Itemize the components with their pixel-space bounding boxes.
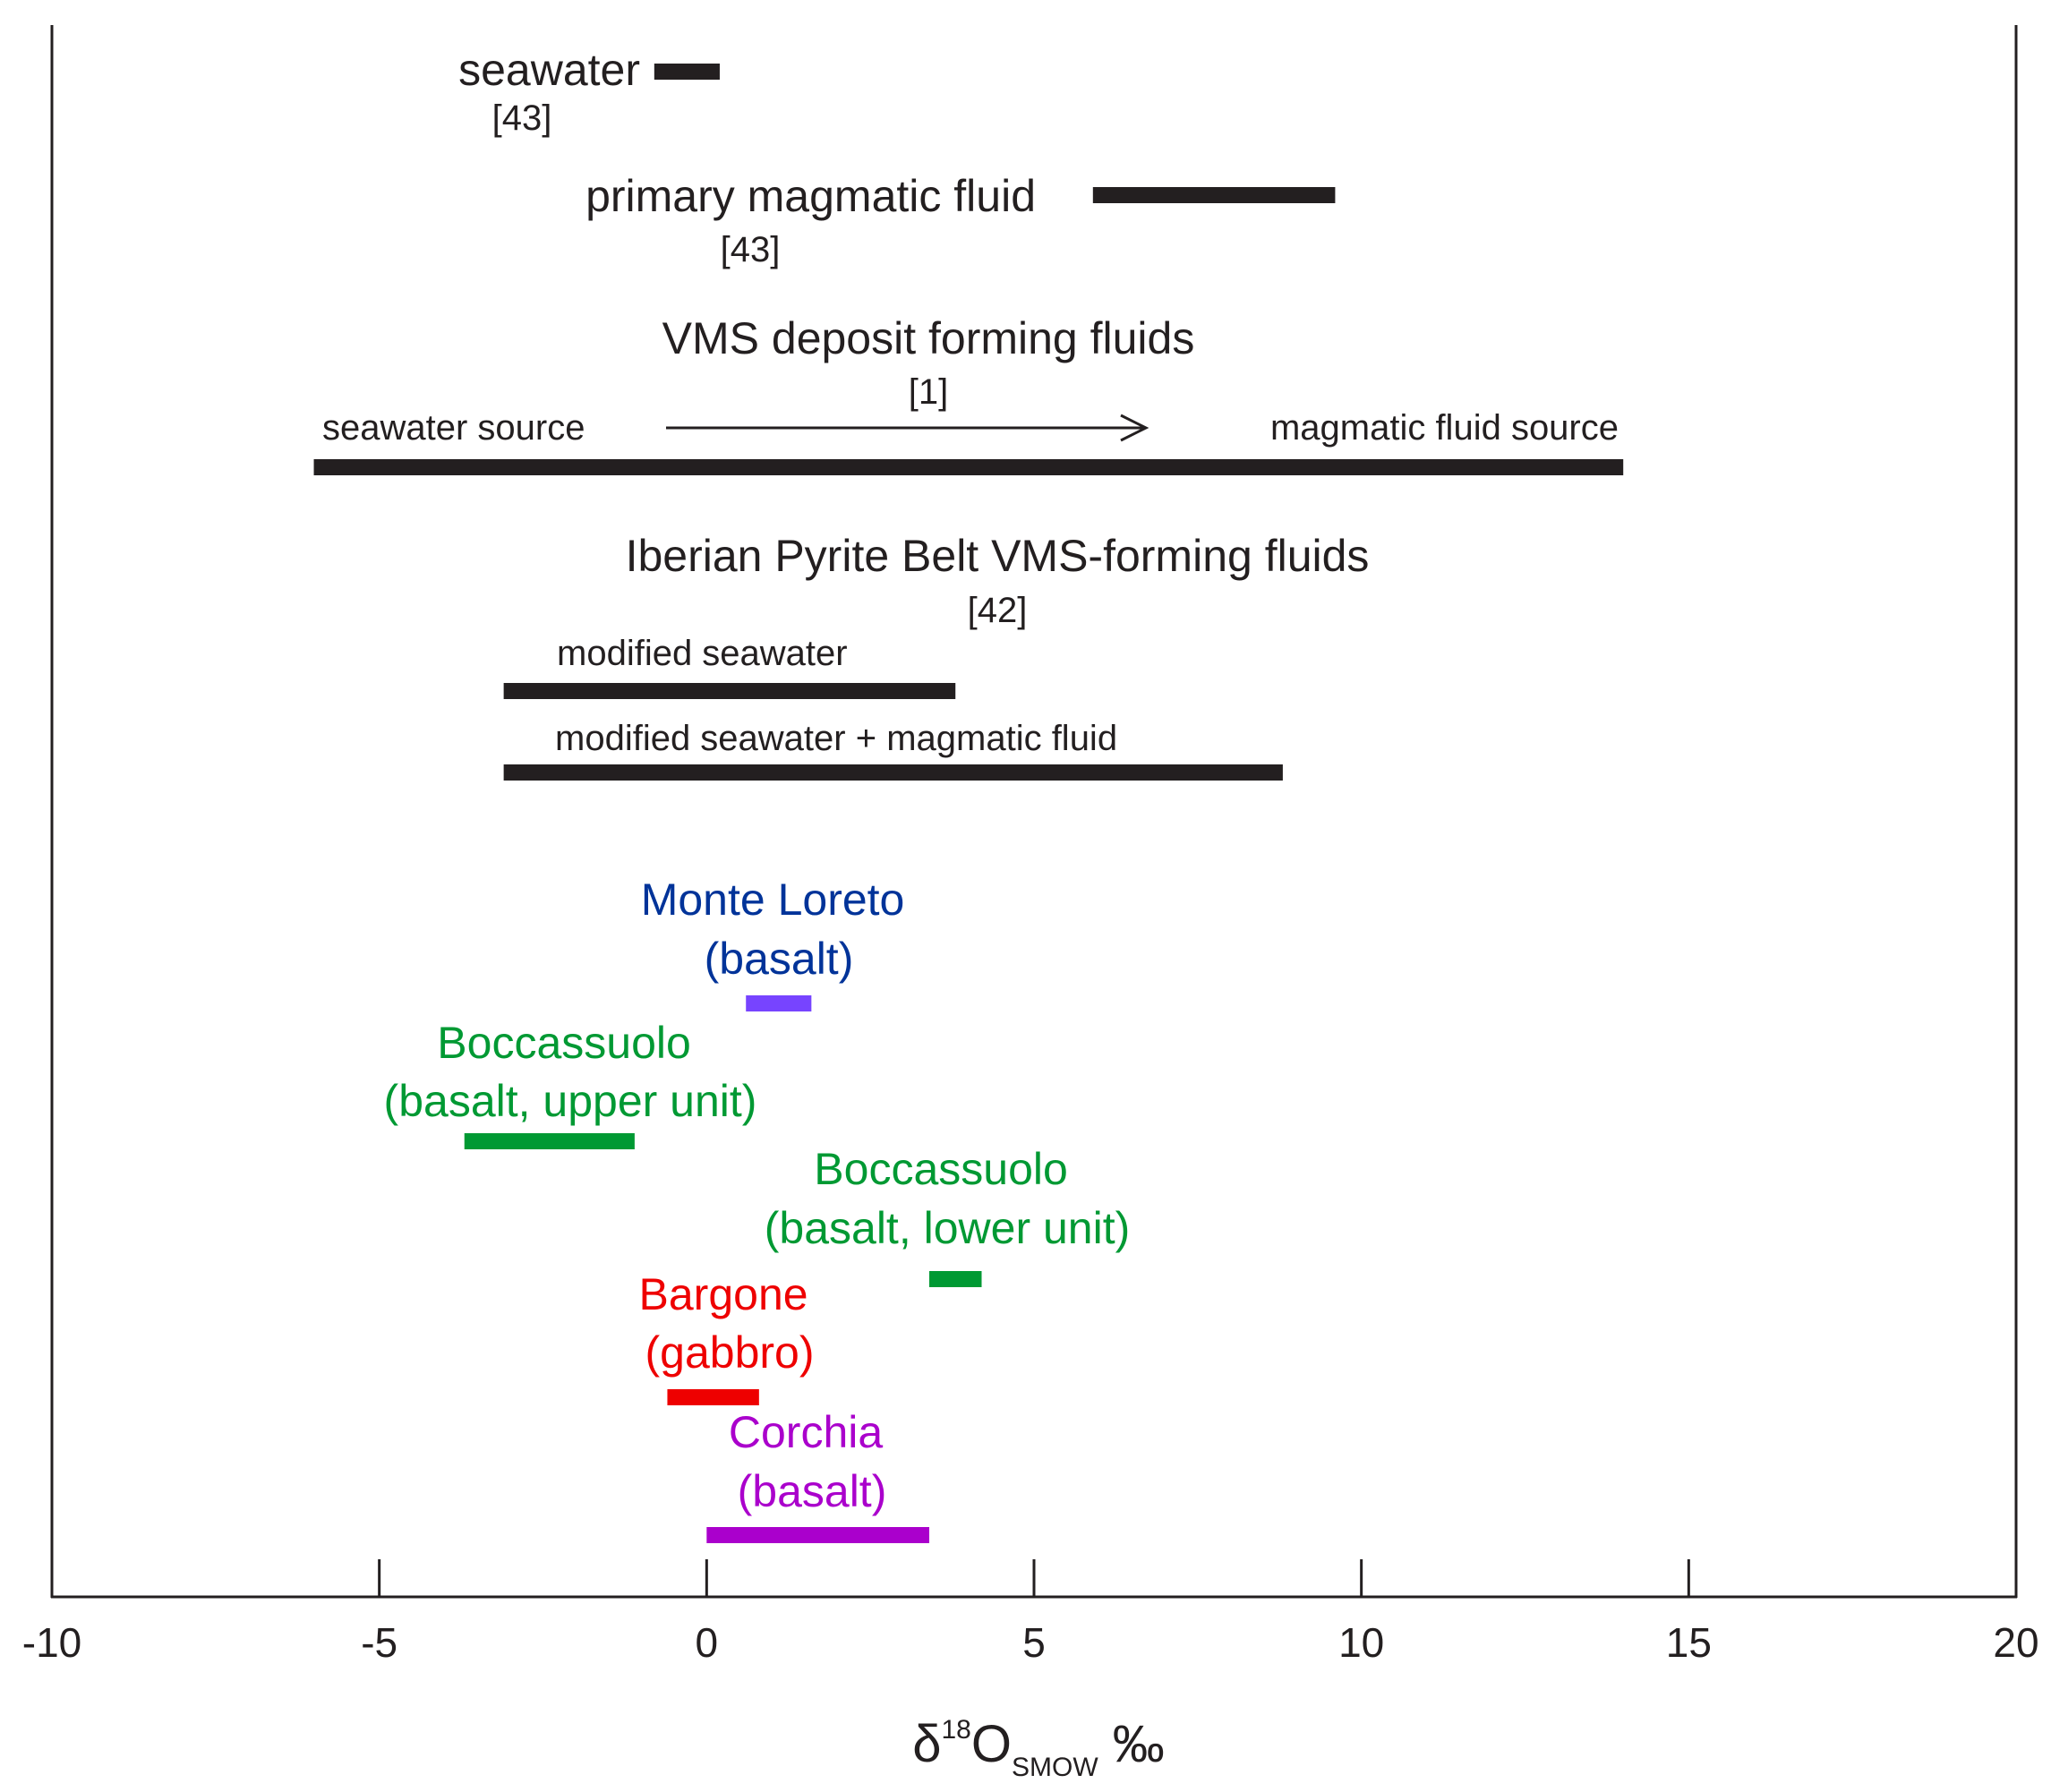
x-axis-label: δ18OSMOW ‰ [912,1715,1165,1782]
corchia-rock: (basalt) [738,1466,887,1516]
monte-loreto-rock: (basalt) [705,934,854,984]
bargone-name: Bargone [639,1269,808,1319]
vms-title: VMS deposit forming fluids [662,313,1195,363]
boccassuolo-lower-rock: (basalt, lower unit) [765,1203,1131,1253]
ipb-mixed-label: modified seawater + magmatic fluid [555,719,1117,758]
ipb-ref: [42] [968,591,1028,630]
boccassuolo-lower-label: Boccassuolo (basalt, lower unit) [765,1144,1131,1253]
x-tick-label: -10 [22,1619,81,1666]
boccassuolo-upper-label: Boccassuolo (basalt, upper unit) [384,1018,757,1126]
x-label-prefix: δ [912,1715,941,1773]
x-label-main: O [971,1715,1012,1773]
vms-left-label: seawater source [322,408,585,448]
corchia-label: Corchia (basalt) [729,1407,895,1516]
monte-loreto-label: Monte Loreto (basalt) [641,875,918,984]
ipb-title: Iberian Pyrite Belt VMS-forming fluids [626,531,1370,581]
vms-ref: [1] [909,372,948,412]
x-tick-label: 10 [1338,1619,1384,1666]
bargone-label: Bargone (gabbro) [639,1269,821,1378]
range-bars [313,64,1624,1543]
x-label-unit: ‰ [1098,1715,1165,1773]
boccassuolo-lower-name: Boccassuolo [814,1144,1068,1194]
vms-right-label: magmatic fluid source [1270,408,1619,448]
x-tick-label: 5 [1022,1619,1046,1666]
monte-loreto-name: Monte Loreto [641,875,905,925]
ipb-modified-seawater-label: modified seawater [557,634,848,673]
x-label-sub: SMOW [1012,1753,1098,1782]
x-tick-label: 15 [1666,1619,1712,1666]
bargone-rock: (gabbro) [645,1327,815,1378]
x-label-sup: 18 [942,1715,971,1745]
x-ticks: -10 -5 0 5 10 15 20 [22,1559,2039,1666]
primary-magmatic-label: primary magmatic fluid [585,171,1036,221]
x-tick-label: -5 [361,1619,397,1666]
boccassuolo-upper-name: Boccassuolo [437,1018,691,1068]
corchia-name: Corchia [729,1407,883,1457]
x-tick-label: 0 [696,1619,719,1666]
axes [50,25,2018,1599]
seawater-ref: [43] [492,98,552,138]
primary-magmatic-ref: [43] [721,230,781,269]
boccassuolo-upper-rock: (basalt, upper unit) [384,1076,757,1126]
x-tick-label: 20 [1993,1619,2038,1666]
seawater-label: seawater [458,45,640,95]
